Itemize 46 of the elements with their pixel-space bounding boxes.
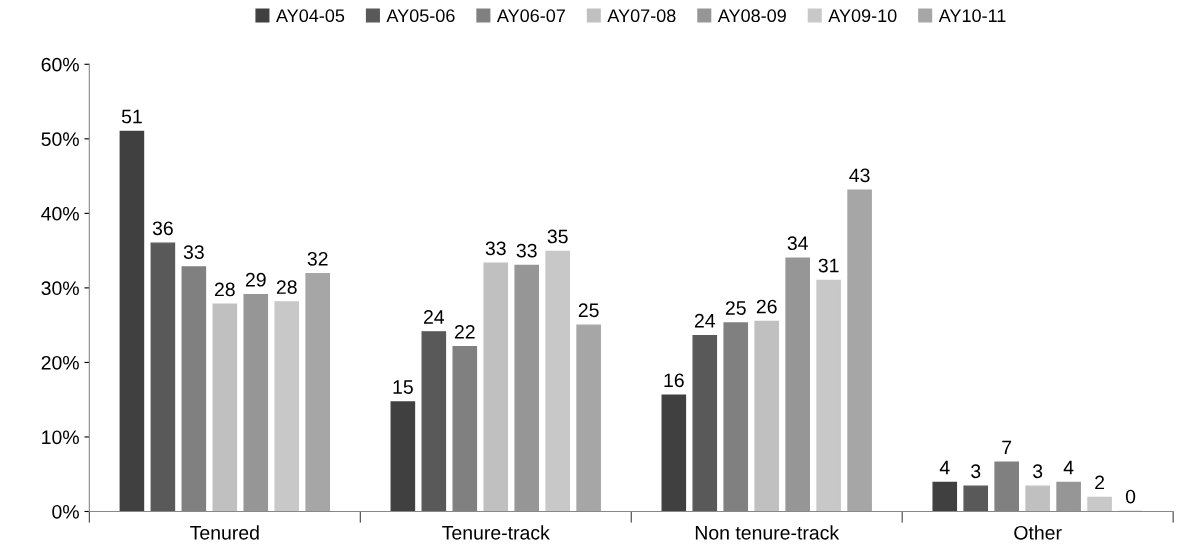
data-label: 28 (276, 280, 297, 295)
data-label: 33 (516, 243, 537, 258)
data-label: 28 (214, 282, 235, 297)
data-label: 0 (1125, 489, 1136, 504)
y-tick-label: 20% (41, 355, 79, 370)
data-label: 31 (818, 258, 839, 273)
y-tick-label: 10% (42, 430, 79, 445)
data-label: 32 (307, 251, 328, 266)
data-label: 22 (454, 324, 475, 339)
data-label: 2 (1095, 475, 1105, 490)
data-label: 26 (756, 299, 777, 314)
y-tick-label: 30% (41, 281, 79, 296)
data-label: 4 (1063, 460, 1074, 475)
x-tick-label: Tenured (190, 525, 259, 540)
data-label: 4 (939, 460, 950, 475)
data-label: 33 (183, 245, 204, 260)
legend-label: AY09-10 (828, 9, 897, 23)
data-label: 3 (971, 464, 981, 479)
data-label: 51 (121, 109, 142, 124)
data-label: 24 (694, 313, 716, 328)
data-label: 3 (1032, 464, 1043, 479)
data-label: 34 (787, 236, 808, 251)
y-tick-label: 0% (52, 504, 79, 519)
data-label: 29 (245, 272, 266, 287)
data-label: 7 (1002, 440, 1012, 455)
data-label: 16 (664, 373, 684, 388)
data-label: 25 (578, 303, 599, 318)
data-label: 24 (423, 310, 445, 324)
x-tick-label: Non tenure-track (695, 525, 840, 540)
legend-label: AY08-09 (717, 9, 786, 23)
data-label: 36 (152, 221, 173, 236)
y-tick-label: 50% (41, 132, 79, 147)
y-tick-label: 60% (41, 57, 79, 72)
y-tick-label: 40% (41, 206, 79, 221)
x-tick-label: Other (1014, 525, 1062, 540)
legend-label: AY07-08 (607, 9, 676, 23)
data-label: 33 (485, 241, 506, 256)
x-tick-label: Tenure-track (442, 525, 550, 540)
data-label: 15 (393, 380, 413, 394)
data-label: 43 (849, 168, 870, 183)
legend-label: AY06-07 (496, 9, 565, 23)
legend-label: AY05-06 (386, 9, 455, 23)
data-label: 35 (547, 229, 568, 244)
legend-label: AY10-11 (938, 9, 1006, 23)
data-label: 25 (725, 301, 746, 315)
legend-label: AY04-05 (276, 9, 345, 23)
